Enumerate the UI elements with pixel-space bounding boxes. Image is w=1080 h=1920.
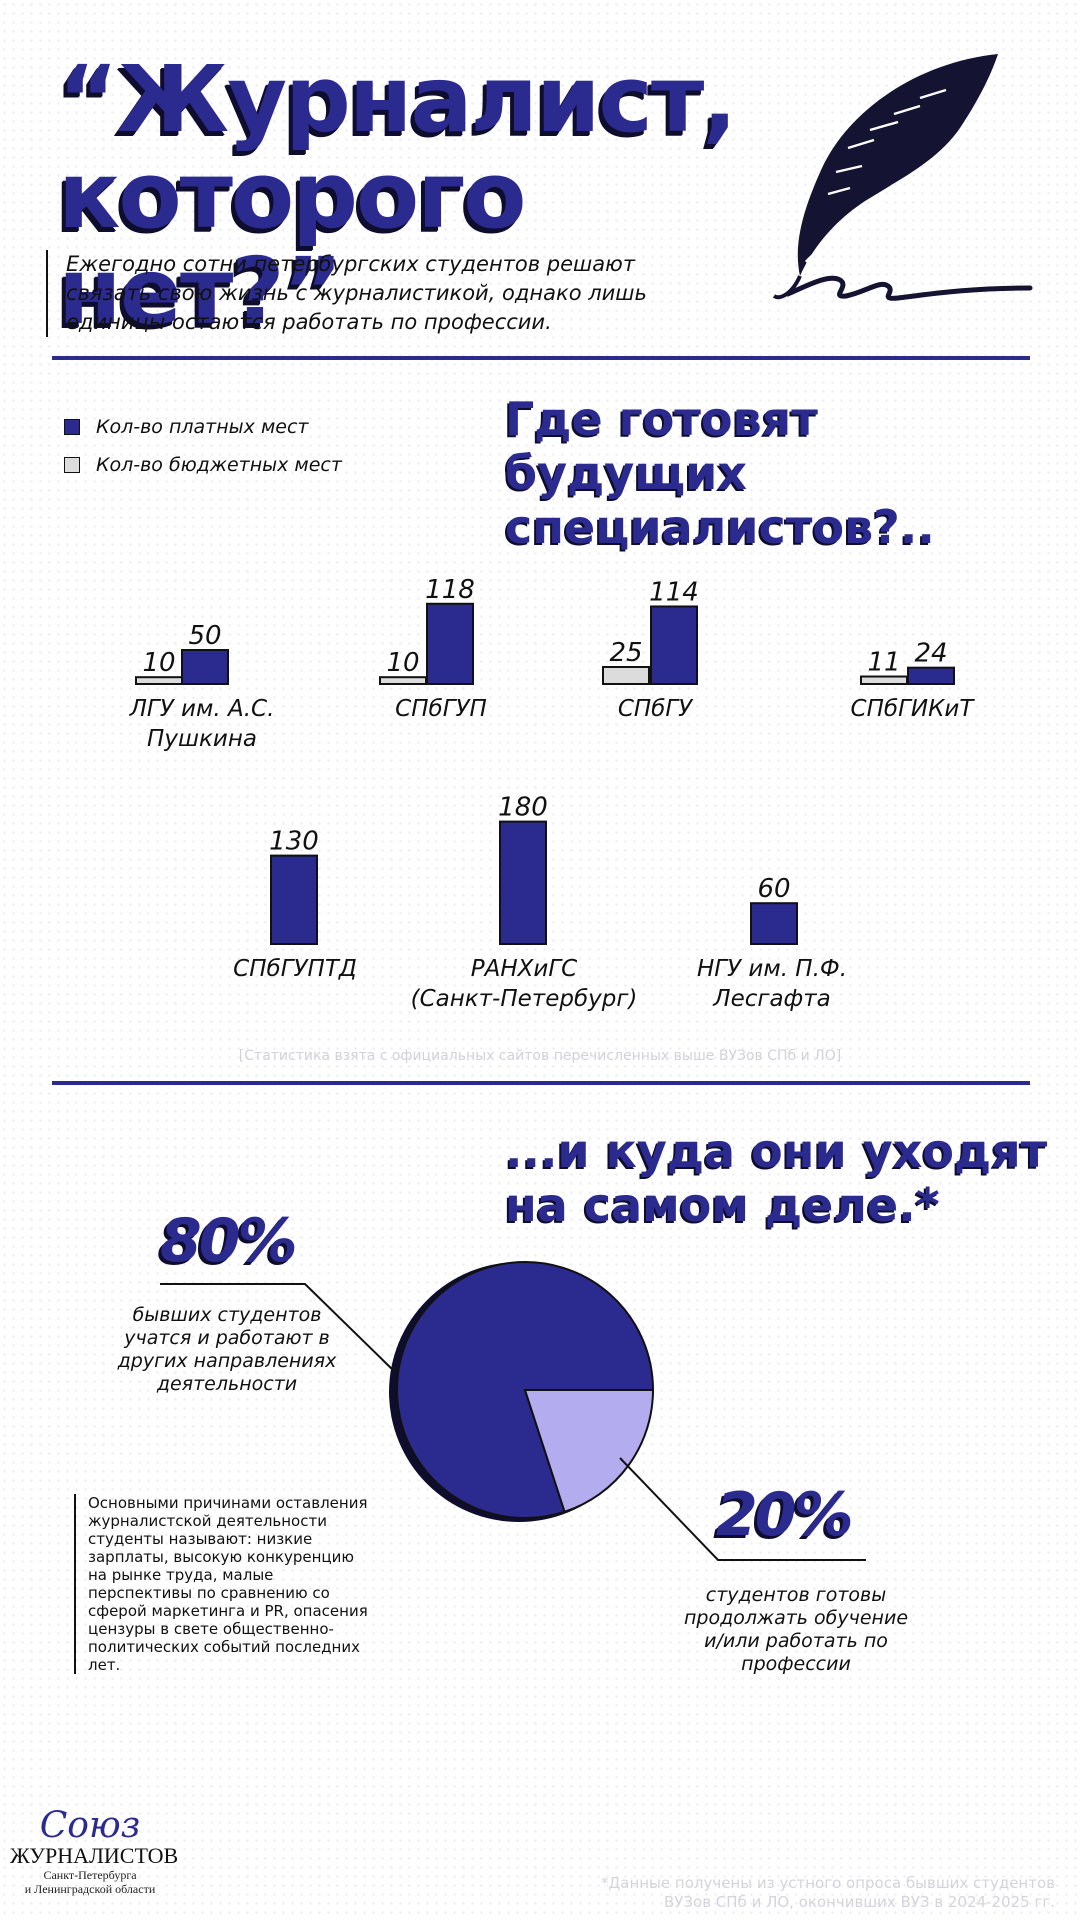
section1-heading-line-1: Где готовят будущих [505,392,818,500]
logo-sub-2: и Ленинградской области [24,1882,156,1896]
section2-heading-line-1: ...и куда они уходят [505,1124,1048,1178]
bar-budget-value-2: 25 [609,638,642,668]
title-line-1: “Журналист, [58,46,737,153]
section2-heading-line-2: на самом деле.* [505,1178,940,1232]
bar-category-label-1: СПбГУП [395,696,487,722]
bar-paid-3 [907,666,955,685]
footnote: *Данные получены из устного опроса бывши… [601,1874,1055,1911]
bar-category-label-5: (Санкт-Петербург) [411,986,638,1012]
percent-80-description: бывших студентов учатся и работают в дру… [117,1304,337,1395]
legend-swatch-budget [64,457,80,473]
section1-heading: Где готовят будущих специалистов?.. [505,392,1065,554]
bar-paid-value-2: 114 [649,577,699,607]
intro-text: Ежегодно сотни петербургских студентов р… [46,250,686,337]
bar-category-label-4: СПбГУПТД [233,956,357,982]
bar-budget-0 [135,676,183,686]
bar-category-label-6: Лесгафта [712,986,830,1012]
bar-paid-5 [499,820,547,945]
bar-budget-value-0: 10 [142,648,175,678]
logo-sub-1: Санкт-Петербурга [43,1868,137,1882]
journalists-union-logo: Союз ЖУРНАЛИСТОВ Санкт-Петербурга и Лени… [10,1805,179,1897]
bar-paid-value-6: 60 [757,874,790,904]
bar-category-label-0: ЛГУ им. А.С. [129,696,275,722]
bar-category-label-2: СПбГУ [618,696,694,722]
bar-paid-1 [426,602,474,686]
percent-80: 80% [160,1206,298,1276]
legend-label-budget: Кол-во бюджетных мест [96,454,342,476]
divider-top [52,356,1030,360]
pie-chart [160,1261,866,1561]
legend-item-budget: Кол-во бюджетных мест [64,454,342,476]
logo-main: ЖУРНАЛИСТОВ [10,1843,179,1868]
feather-quill-icon [772,54,1033,301]
bar-category-label-6: НГУ им. П.Ф. [697,956,847,982]
legend-item-paid: Кол-во платных мест [64,416,309,438]
bar-budget-value-1: 10 [386,648,419,678]
bar-paid-value-0: 50 [188,621,221,651]
divider-middle [52,1081,1030,1085]
legend-label-paid: Кол-во платных мест [96,416,309,438]
bar-paid-value-3: 24 [914,639,947,669]
bar-budget-3 [860,675,908,686]
percent-20: 20% [716,1480,854,1550]
percent-20-description: студентов готовы продолжать обучение и/и… [683,1584,909,1675]
section2-heading: ...и куда они уходят на самом деле.* [505,1124,1065,1232]
title-line-2: которого нет?” [58,142,527,345]
bar-budget-2 [602,666,650,685]
logo-script: Союз [39,1805,141,1846]
reasons-text: Основными причинами оставления журналист… [74,1494,368,1674]
section1-heading-line-2: специалистов?.. [505,500,935,554]
bar-paid-2 [650,605,698,685]
bar-budget-value-3: 11 [867,648,900,678]
bar-paid-value-1: 118 [425,575,475,605]
page-title: “Журналист, которого нет?” [58,52,758,340]
bar-paid-value-4: 130 [269,827,319,857]
pie-slice-1 [523,1389,655,1514]
leader-line-20 [619,1457,866,1561]
bar-paid-4 [270,854,318,945]
bar-paid-0 [181,649,229,685]
bar-budget-1 [379,676,427,686]
legend-swatch-paid [64,419,80,435]
bar-category-label-3: СПбГИКиТ [851,696,976,722]
source-note: [Статистика взята с официальных сайтов п… [238,1048,842,1064]
bar-category-label-5: РАНХиГС [471,956,577,982]
leader-line-80 [160,1283,396,1373]
bar-chart: 10 50 ЛГУ им. А.С. Пушкина 10 118 СПбГУП 25 114 С… [129,575,976,1012]
bar-paid-6 [750,902,798,946]
bar-category-label-0: Пушкина [147,726,257,752]
bar-paid-value-5: 180 [498,793,548,823]
